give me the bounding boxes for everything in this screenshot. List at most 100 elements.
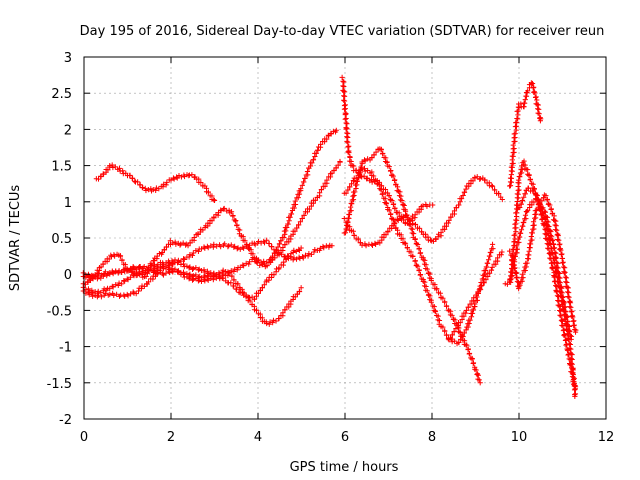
data-point <box>341 93 348 100</box>
data-point <box>525 207 531 213</box>
x-tick-label: 0 <box>80 430 88 445</box>
data-point <box>343 126 349 132</box>
data-point <box>555 270 562 276</box>
data-point <box>442 299 448 305</box>
data-point <box>568 309 574 315</box>
data-point <box>557 241 563 247</box>
data-point <box>510 160 516 166</box>
data-point <box>317 190 323 196</box>
data-point <box>571 322 577 328</box>
data-point <box>559 294 566 301</box>
data-point <box>477 176 483 182</box>
data-point <box>163 182 169 188</box>
y-tick-label: -0.5 <box>47 304 72 319</box>
data-point <box>348 181 355 187</box>
data-point <box>255 258 261 264</box>
y-tick-label: 1.5 <box>51 160 72 175</box>
data-point <box>240 289 246 296</box>
data-point <box>348 200 354 206</box>
data-point <box>304 168 311 175</box>
data-point <box>344 134 350 140</box>
data-point <box>484 260 490 266</box>
data-point <box>234 222 240 229</box>
data-point <box>514 246 520 252</box>
data-point <box>110 284 116 290</box>
data-point <box>359 166 365 172</box>
data-point <box>232 243 238 250</box>
data-point <box>545 219 551 225</box>
data-point <box>526 172 532 179</box>
data-point <box>341 97 347 103</box>
data-point <box>302 175 308 181</box>
data-point <box>298 285 304 291</box>
data-point <box>365 156 371 162</box>
data-point <box>341 93 347 99</box>
data-point <box>516 173 522 180</box>
data-point <box>557 307 563 314</box>
data-point <box>474 174 480 180</box>
data-point <box>343 115 349 122</box>
data-point <box>559 255 565 261</box>
data-point <box>554 288 560 294</box>
data-point <box>343 111 349 117</box>
data-point <box>231 268 237 275</box>
data-point <box>495 255 501 261</box>
data-point <box>399 197 405 204</box>
data-point <box>159 249 165 256</box>
data-point <box>550 241 557 247</box>
data-point <box>552 273 558 279</box>
data-point <box>124 276 130 282</box>
data-point <box>489 264 495 271</box>
data-point <box>534 97 540 103</box>
data-point <box>163 265 169 271</box>
data-point <box>143 187 149 194</box>
data-point <box>481 280 487 286</box>
data-point <box>513 202 520 208</box>
data-point <box>561 332 567 338</box>
data-point <box>211 197 218 204</box>
data-point <box>198 267 205 274</box>
data-point <box>522 212 529 218</box>
data-point <box>231 244 237 250</box>
data-point <box>362 168 368 174</box>
data-point <box>489 241 496 247</box>
data-point <box>523 93 529 99</box>
data-point <box>562 309 568 315</box>
data-point <box>489 183 496 190</box>
data-point <box>555 236 561 243</box>
data-point <box>107 163 113 169</box>
data-point <box>453 325 459 332</box>
data-point <box>342 116 348 122</box>
data-point <box>457 320 463 326</box>
data-point <box>554 264 560 270</box>
data-point <box>106 256 112 262</box>
data-point <box>291 247 297 254</box>
data-point <box>460 192 466 199</box>
data-point <box>416 268 422 274</box>
data-point <box>115 282 121 289</box>
series-sat-l <box>507 80 544 189</box>
data-point <box>448 214 454 220</box>
data-point <box>135 288 142 294</box>
data-point <box>391 177 398 184</box>
data-point <box>384 159 390 166</box>
data-point <box>107 291 113 298</box>
data-point <box>195 267 202 273</box>
data-point <box>443 303 450 309</box>
series-sat-o <box>515 185 579 392</box>
data-point <box>379 191 385 197</box>
data-point <box>112 164 118 170</box>
data-point <box>228 209 235 215</box>
data-point <box>387 168 394 174</box>
y-tick-label: 3 <box>64 51 72 66</box>
data-point <box>181 264 187 270</box>
data-point <box>558 247 564 253</box>
data-point <box>267 319 273 325</box>
data-point <box>161 181 167 187</box>
data-point <box>443 332 450 338</box>
data-point <box>178 270 184 276</box>
data-point <box>109 162 115 168</box>
data-point <box>160 266 167 272</box>
ticks <box>83 56 607 420</box>
data-point <box>113 282 119 288</box>
